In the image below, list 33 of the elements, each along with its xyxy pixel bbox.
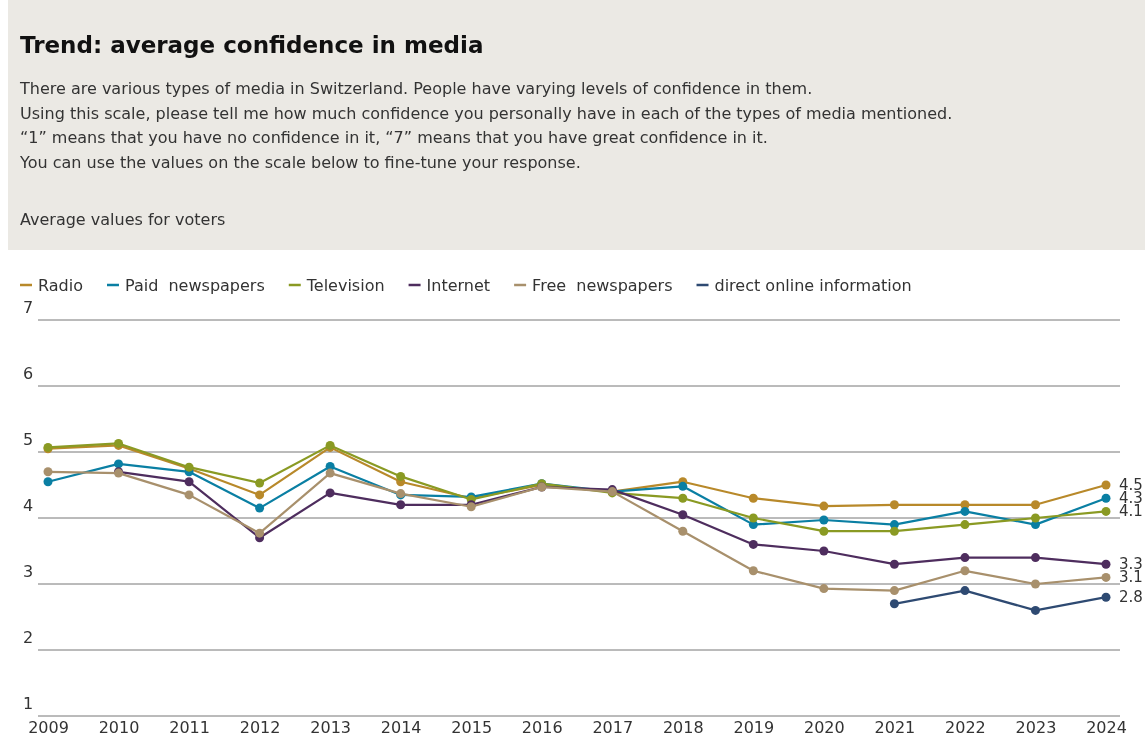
legend-label: Free newspapers <box>532 276 673 295</box>
x-tick-label: 2024 <box>1086 718 1127 738</box>
x-tick-label: 2023 <box>1015 718 1057 738</box>
x-tick-label: 2017 <box>592 718 634 738</box>
x-tick-label: 2010 <box>98 718 140 738</box>
x-tick-label: 2012 <box>239 718 281 738</box>
x-tick-label: 2018 <box>662 718 704 738</box>
x-tick-label: 2016 <box>521 718 563 738</box>
legend-label: Radio <box>38 276 83 295</box>
x-tick-label: 2013 <box>310 718 351 738</box>
x-tick-label: 2022 <box>945 718 986 738</box>
chart-title: Trend: average confidence in media <box>20 32 484 58</box>
x-tick-label: 2011 <box>169 718 210 738</box>
y-tick-label: 7 <box>22 297 34 317</box>
x-tick-label: 2009 <box>28 718 69 738</box>
y-tick-label: 4 <box>22 495 34 515</box>
legend-label: direct online information <box>714 276 912 295</box>
legend-label: Paid newspapers <box>124 276 265 295</box>
x-tick-label: 2015 <box>451 718 493 738</box>
y-tick-label: 5 <box>22 429 34 449</box>
y-tick-label: 2 <box>22 627 34 647</box>
data-label: 2.8 <box>1119 588 1143 607</box>
x-tick-label: 2020 <box>804 718 845 738</box>
x-tick-label: 2014 <box>380 718 422 738</box>
y-tick-label: 6 <box>22 363 34 383</box>
chart-subtitle: There are various types of media in Switzerland. People have varying levels of confidence in them. Using this scale, please tell me how much confidence you personally have in each of the types of media mentioned. “1” means that you have no confidence in it, “7” means that you have great confidence in it. You can use the values on the scale below to fine-tune your response. <box>19 79 953 172</box>
legend-label: Television <box>305 276 385 295</box>
x-tick-label: 2021 <box>874 718 916 738</box>
y-tick-label: 3 <box>22 561 34 581</box>
legend-label: Internet <box>426 276 491 295</box>
text: Average values for voters <box>20 210 226 229</box>
y-tick-label: 1 <box>22 693 34 713</box>
x-tick-label: 2019 <box>733 718 775 738</box>
